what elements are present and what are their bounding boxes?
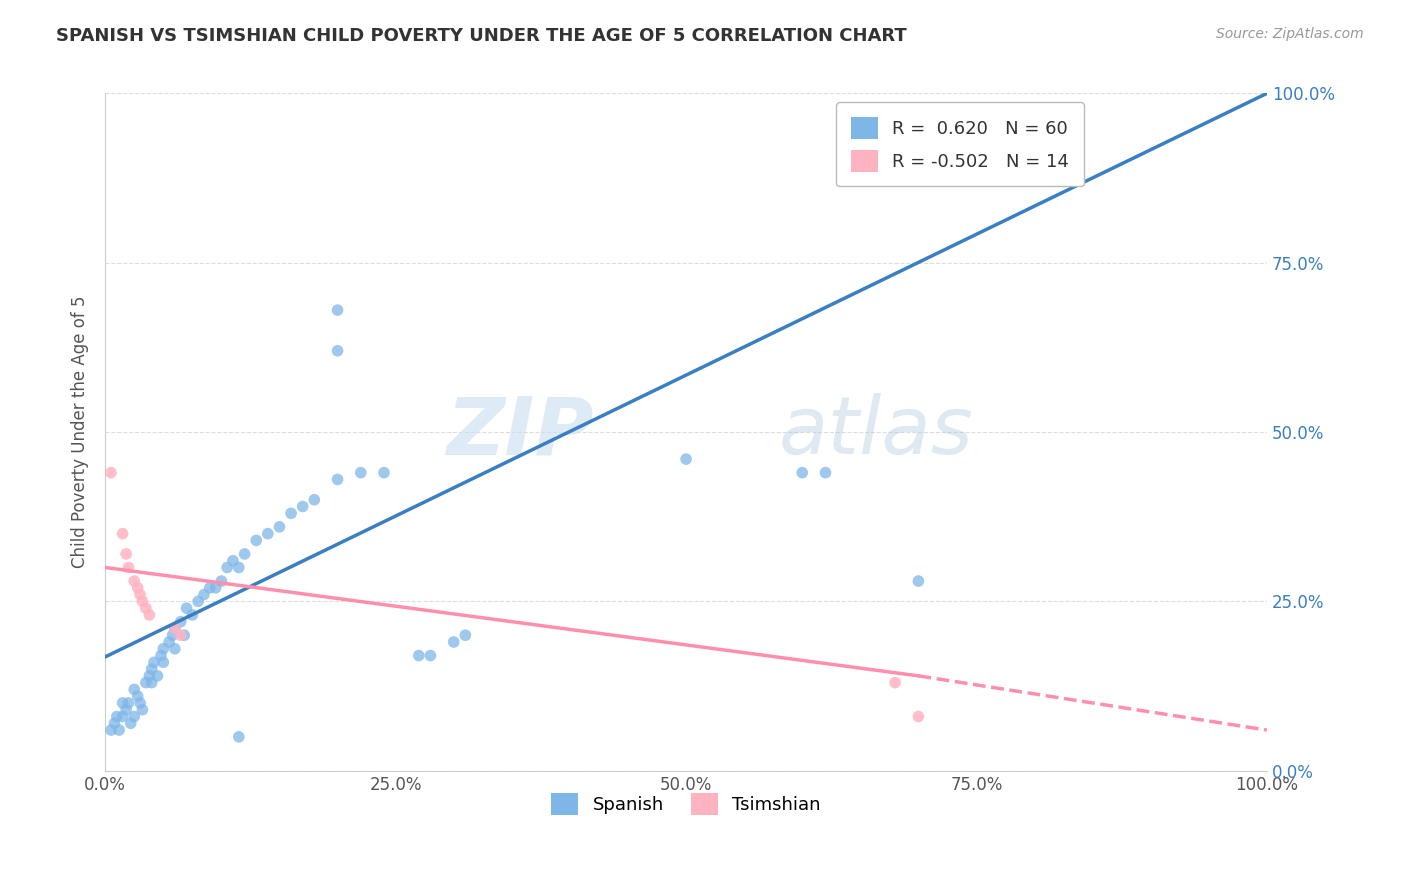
- Point: [131, 594, 153, 608]
- Point: [135, 675, 157, 690]
- Point: [122, 574, 145, 588]
- Point: [138, 669, 160, 683]
- Point: [108, 723, 131, 737]
- Point: [419, 648, 441, 663]
- Point: [163, 641, 186, 656]
- Point: [152, 641, 174, 656]
- Point: [149, 648, 172, 663]
- Point: [233, 547, 256, 561]
- Point: [120, 716, 142, 731]
- Point: [280, 506, 302, 520]
- Point: [138, 607, 160, 622]
- Point: [129, 588, 152, 602]
- Point: [115, 547, 138, 561]
- Point: [181, 607, 204, 622]
- Point: [228, 730, 250, 744]
- Point: [157, 635, 180, 649]
- Point: [127, 581, 149, 595]
- Point: [163, 622, 186, 636]
- Text: Source: ZipAtlas.com: Source: ZipAtlas.com: [1216, 27, 1364, 41]
- Point: [170, 615, 193, 629]
- Point: [111, 696, 134, 710]
- Point: [117, 560, 139, 574]
- Point: [204, 581, 226, 595]
- Point: [326, 303, 349, 318]
- Point: [193, 588, 215, 602]
- Point: [228, 560, 250, 574]
- Point: [792, 466, 814, 480]
- Point: [217, 560, 239, 574]
- Point: [100, 466, 122, 480]
- Point: [117, 696, 139, 710]
- Point: [454, 628, 477, 642]
- Point: [245, 533, 267, 548]
- Point: [111, 526, 134, 541]
- Point: [103, 716, 125, 731]
- Point: [907, 709, 929, 723]
- Point: [373, 466, 395, 480]
- Point: [443, 635, 465, 649]
- Point: [105, 709, 128, 723]
- Point: [129, 696, 152, 710]
- Text: ZIP: ZIP: [446, 393, 593, 471]
- Point: [122, 682, 145, 697]
- Point: [907, 574, 929, 588]
- Point: [176, 601, 198, 615]
- Point: [131, 703, 153, 717]
- Point: [326, 343, 349, 358]
- Point: [408, 648, 430, 663]
- Text: SPANISH VS TSIMSHIAN CHILD POVERTY UNDER THE AGE OF 5 CORRELATION CHART: SPANISH VS TSIMSHIAN CHILD POVERTY UNDER…: [56, 27, 907, 45]
- Point: [257, 526, 280, 541]
- Point: [350, 466, 373, 480]
- Point: [814, 466, 837, 480]
- Legend: Spanish, Tsimshian: Spanish, Tsimshian: [544, 786, 828, 822]
- Point: [326, 472, 349, 486]
- Y-axis label: Child Poverty Under the Age of 5: Child Poverty Under the Age of 5: [72, 296, 89, 568]
- Point: [291, 500, 314, 514]
- Point: [675, 452, 697, 467]
- Point: [143, 656, 166, 670]
- Point: [269, 520, 291, 534]
- Point: [127, 689, 149, 703]
- Point: [141, 675, 163, 690]
- Point: [304, 492, 326, 507]
- Point: [100, 723, 122, 737]
- Point: [115, 703, 138, 717]
- Point: [209, 574, 232, 588]
- Point: [111, 709, 134, 723]
- Point: [198, 581, 221, 595]
- Point: [141, 662, 163, 676]
- Point: [170, 628, 193, 642]
- Text: atlas: atlas: [779, 393, 974, 471]
- Point: [163, 622, 186, 636]
- Point: [122, 709, 145, 723]
- Point: [222, 554, 245, 568]
- Point: [173, 628, 195, 642]
- Point: [187, 594, 209, 608]
- Point: [152, 656, 174, 670]
- Point: [146, 669, 169, 683]
- Point: [884, 675, 907, 690]
- Point: [135, 601, 157, 615]
- Point: [162, 628, 184, 642]
